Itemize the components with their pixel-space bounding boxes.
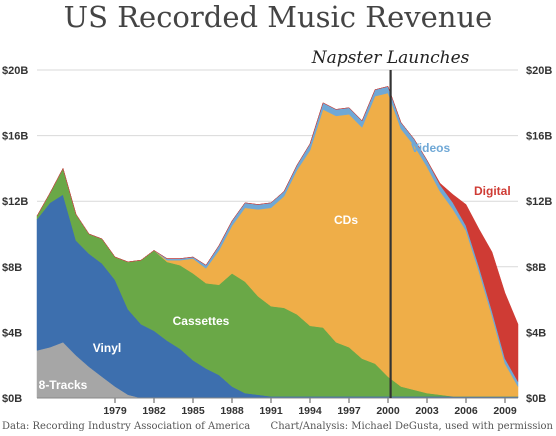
axes: $0B $0B $4B $4B $8B $8B $12B $12B $16B $16B $20B $2… — [2, 65, 552, 417]
ytick-label-right: $4B — [526, 327, 546, 339]
xtick-label: 1991 — [259, 405, 283, 417]
xtick-label: 1985 — [181, 405, 205, 417]
xtick-label: 1982 — [142, 405, 166, 417]
xtick-label: 2003 — [415, 405, 439, 417]
xtick-label: 1979 — [103, 405, 127, 417]
series-labels: 8-Tracks Vinyl Cassettes CDs Videos Digital — [39, 141, 511, 392]
ytick-label-right: $16B — [526, 131, 552, 143]
xtick-label: 2006 — [454, 405, 478, 417]
napster-annotation: Napster Launches — [311, 48, 470, 68]
ytick-label-left: $16B — [2, 131, 28, 143]
analysis-credit: Chart/Analysis: Michael DeGusta, used wi… — [271, 421, 554, 432]
series-label-cassettes: Cassettes — [173, 314, 230, 328]
ytick-label-left: $8B — [2, 262, 22, 274]
series-label-cds: CDs — [334, 213, 358, 227]
xtick-label: 1988 — [220, 405, 244, 417]
xtick-label: 2000 — [376, 405, 400, 417]
area-layer — [36, 86, 519, 399]
ytick-label-left: $4B — [2, 327, 22, 339]
series-label-8-tracks: 8-Tracks — [39, 378, 88, 392]
chart-title: US Recorded Music Revenue — [64, 0, 493, 34]
ytick-label-right: $12B — [526, 196, 552, 208]
xtick-label: 2009 — [493, 405, 517, 417]
ytick-label-left: $20B — [2, 65, 28, 77]
series-label-vinyl: Vinyl — [93, 341, 121, 355]
ytick-label-right: $20B — [526, 65, 552, 77]
ytick-label-right: $0B — [526, 393, 546, 405]
source-credit: Data: Recording Industry Association of … — [2, 421, 250, 432]
ytick-label-left: $0B — [2, 393, 22, 405]
series-label-videos: Videos — [411, 141, 450, 155]
ytick-label-right: $8B — [526, 262, 546, 274]
xtick-label: 1997 — [337, 405, 361, 417]
series-label-digital: Digital — [474, 184, 511, 198]
ytick-label-left: $12B — [2, 196, 28, 208]
area-digital — [36, 86, 519, 383]
xtick-label: 1994 — [298, 405, 322, 417]
